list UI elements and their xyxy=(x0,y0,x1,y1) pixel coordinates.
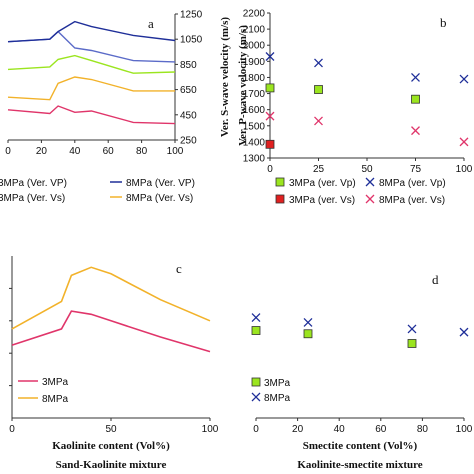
y-tick-label: 850 xyxy=(180,60,197,71)
legend-label: 8MPa (Ver. VP) xyxy=(126,178,195,189)
y-tick-label: 1800 xyxy=(243,73,266,84)
x-tick-label: 0 xyxy=(9,424,15,435)
x-tick-label: 0 xyxy=(5,146,11,157)
y-tick-label: 1250 xyxy=(180,10,203,21)
data-point xyxy=(265,111,275,121)
panel-label: d xyxy=(432,272,439,287)
data-point xyxy=(411,72,420,82)
legend-label: 8MPa xyxy=(264,393,291,404)
y-axis-label: Ver. P-wave velocity (m/s) xyxy=(237,25,249,146)
data-point xyxy=(303,317,313,327)
y-tick-label: 1700 xyxy=(243,89,266,100)
legend-label: 8MPa xyxy=(42,394,69,405)
y-tick-label: 450 xyxy=(180,110,197,121)
x-tick-label: 20 xyxy=(36,146,48,157)
legend-label: 8MPa (Ver. Vs) xyxy=(126,193,193,204)
data-point xyxy=(265,139,275,149)
data-point xyxy=(407,339,417,348)
y-tick-label: 250 xyxy=(180,136,197,147)
legend-label: 3MPa (ver. Vp) xyxy=(289,178,356,189)
legend-label: 3MPa (Ver. VP) xyxy=(0,178,67,189)
data-point xyxy=(459,327,469,337)
data-point xyxy=(459,137,469,147)
y-tick-label: 650 xyxy=(180,85,197,96)
panel-label: a xyxy=(148,16,154,31)
legend-swatch xyxy=(251,377,261,387)
y-tick-label: 2200 xyxy=(243,9,266,20)
data-point xyxy=(251,313,261,323)
x-tick-label: 100 xyxy=(167,146,184,157)
x-tick-label: 50 xyxy=(105,424,117,435)
y-tick-label: 1500 xyxy=(243,121,266,132)
legend-swatch xyxy=(365,194,375,204)
data-point xyxy=(314,58,323,68)
panel-d: 0 20 40 60 80 100 d 3MPa 8MPa Smectite content (V… xyxy=(251,272,473,471)
x-tick-label: 80 xyxy=(136,146,148,157)
x-tick-label: 40 xyxy=(69,146,81,157)
data-point xyxy=(265,52,275,61)
legend-swatch xyxy=(251,392,261,402)
series-line xyxy=(11,310,211,353)
series-line xyxy=(7,105,176,125)
x-tick-label: 40 xyxy=(334,424,346,435)
series-line xyxy=(7,54,176,74)
data-point xyxy=(407,324,417,334)
y-tick-label: 1400 xyxy=(243,137,266,148)
legend-label: 3MPa xyxy=(264,378,291,389)
legend-label: 3MPa (Ver. Vs) xyxy=(0,193,65,204)
legend-swatch xyxy=(275,194,285,204)
legend-label: 8MPa (ver. Vs) xyxy=(379,195,445,206)
data-point xyxy=(251,326,261,335)
y-tick-label: 1900 xyxy=(243,57,266,68)
x-tick-label: 0 xyxy=(253,424,259,435)
y-tick-label: 2100 xyxy=(243,25,266,36)
caption: Kaolinite-smectite mixture xyxy=(297,459,422,471)
x-tick-label: 50 xyxy=(361,164,373,175)
y-tick-label: 1050 xyxy=(180,35,203,46)
y-tick-label: 1600 xyxy=(243,105,266,116)
x-tick-label: 75 xyxy=(410,164,422,175)
legend-label: 3MPa (ver. Vs) xyxy=(289,195,355,206)
x-tick-label: 100 xyxy=(456,164,473,175)
panel-label: c xyxy=(176,261,182,276)
x-axis-label: Smectite content (Vol%) xyxy=(303,440,418,452)
legend-label: 8MPa (ver. Vp) xyxy=(379,178,446,189)
data-point xyxy=(314,116,323,126)
series-line xyxy=(7,30,176,63)
data-point xyxy=(411,126,420,136)
legend-label: 3MPa xyxy=(42,377,69,388)
x-tick-label: 60 xyxy=(103,146,115,157)
x-tick-label: 20 xyxy=(292,424,304,435)
data-point xyxy=(265,83,275,93)
y-tick-label: 1300 xyxy=(243,154,266,165)
legend-swatch xyxy=(275,177,285,187)
panel-b: 0 25 50 75 100 1300 1400 1500 1600 1700 1800 1900 20… xyxy=(237,9,473,207)
x-tick-label: 100 xyxy=(456,424,473,435)
data-point xyxy=(303,329,313,339)
x-tick-label: 60 xyxy=(375,424,387,435)
data-point xyxy=(411,94,420,104)
x-tick-label: 100 xyxy=(202,424,219,435)
caption: Sand-Kaolinite mixture xyxy=(56,459,167,471)
data-point xyxy=(314,85,323,94)
series-line xyxy=(7,76,175,101)
x-tick-label: 25 xyxy=(313,164,325,175)
data-point xyxy=(459,74,469,84)
y-tick-label: 2000 xyxy=(243,41,266,52)
legend-swatch xyxy=(365,177,375,187)
x-tick-label: 0 xyxy=(267,164,273,175)
y2-axis-label: Ver. S-wave velocity (m/s) xyxy=(219,17,231,137)
panel-label: b xyxy=(440,15,447,30)
panel-c: 0 50 100 c 3MPa 8MPa Kaolinite content (Vol%) S… xyxy=(9,256,219,471)
x-axis-label: Kaolinite content (Vol%) xyxy=(52,440,170,452)
series-line xyxy=(7,20,176,43)
series-line xyxy=(11,266,211,330)
x-tick-label: 80 xyxy=(417,424,429,435)
